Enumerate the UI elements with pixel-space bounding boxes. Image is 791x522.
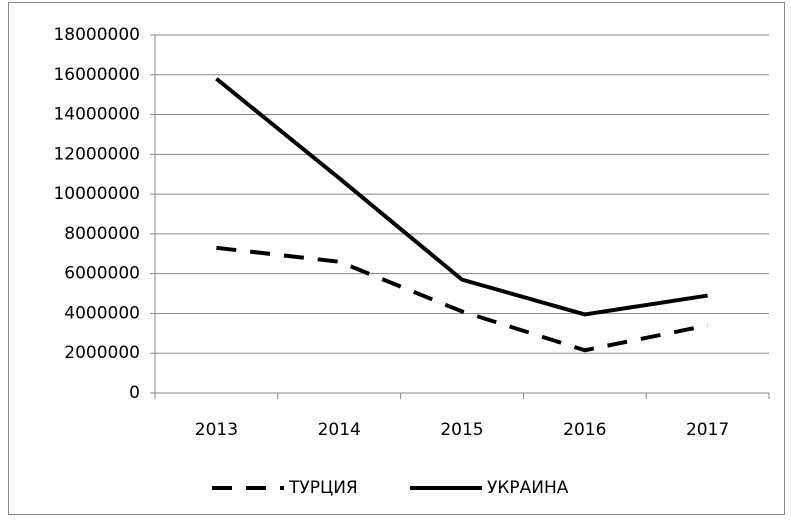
y-tick-label: 8000000 [64,224,140,244]
x-tick-label: 2017 [686,420,729,440]
y-tick-label: 10000000 [53,184,140,204]
y-tick-label: 4000000 [64,303,140,323]
y-tick-label: 14000000 [53,105,140,125]
y-tick-label: 2000000 [64,343,140,363]
chart-frame [8,2,785,515]
y-tick-label: 6000000 [64,264,140,284]
x-tick-label: 2015 [440,420,483,440]
legend-label: УКРАИНА [487,478,569,498]
legend-label: ТУРЦИЯ [288,478,358,498]
x-tick-label: 2014 [318,420,361,440]
y-tick-label: 0 [129,383,140,403]
x-tick-label: 2016 [563,420,606,440]
line-series [215,77,708,317]
y-tick-label: 12000000 [53,144,140,164]
y-tick-label: 16000000 [53,65,140,85]
y-tick-label: 18000000 [53,25,140,45]
line-series [216,245,708,353]
x-tick-label: 2013 [195,420,238,440]
